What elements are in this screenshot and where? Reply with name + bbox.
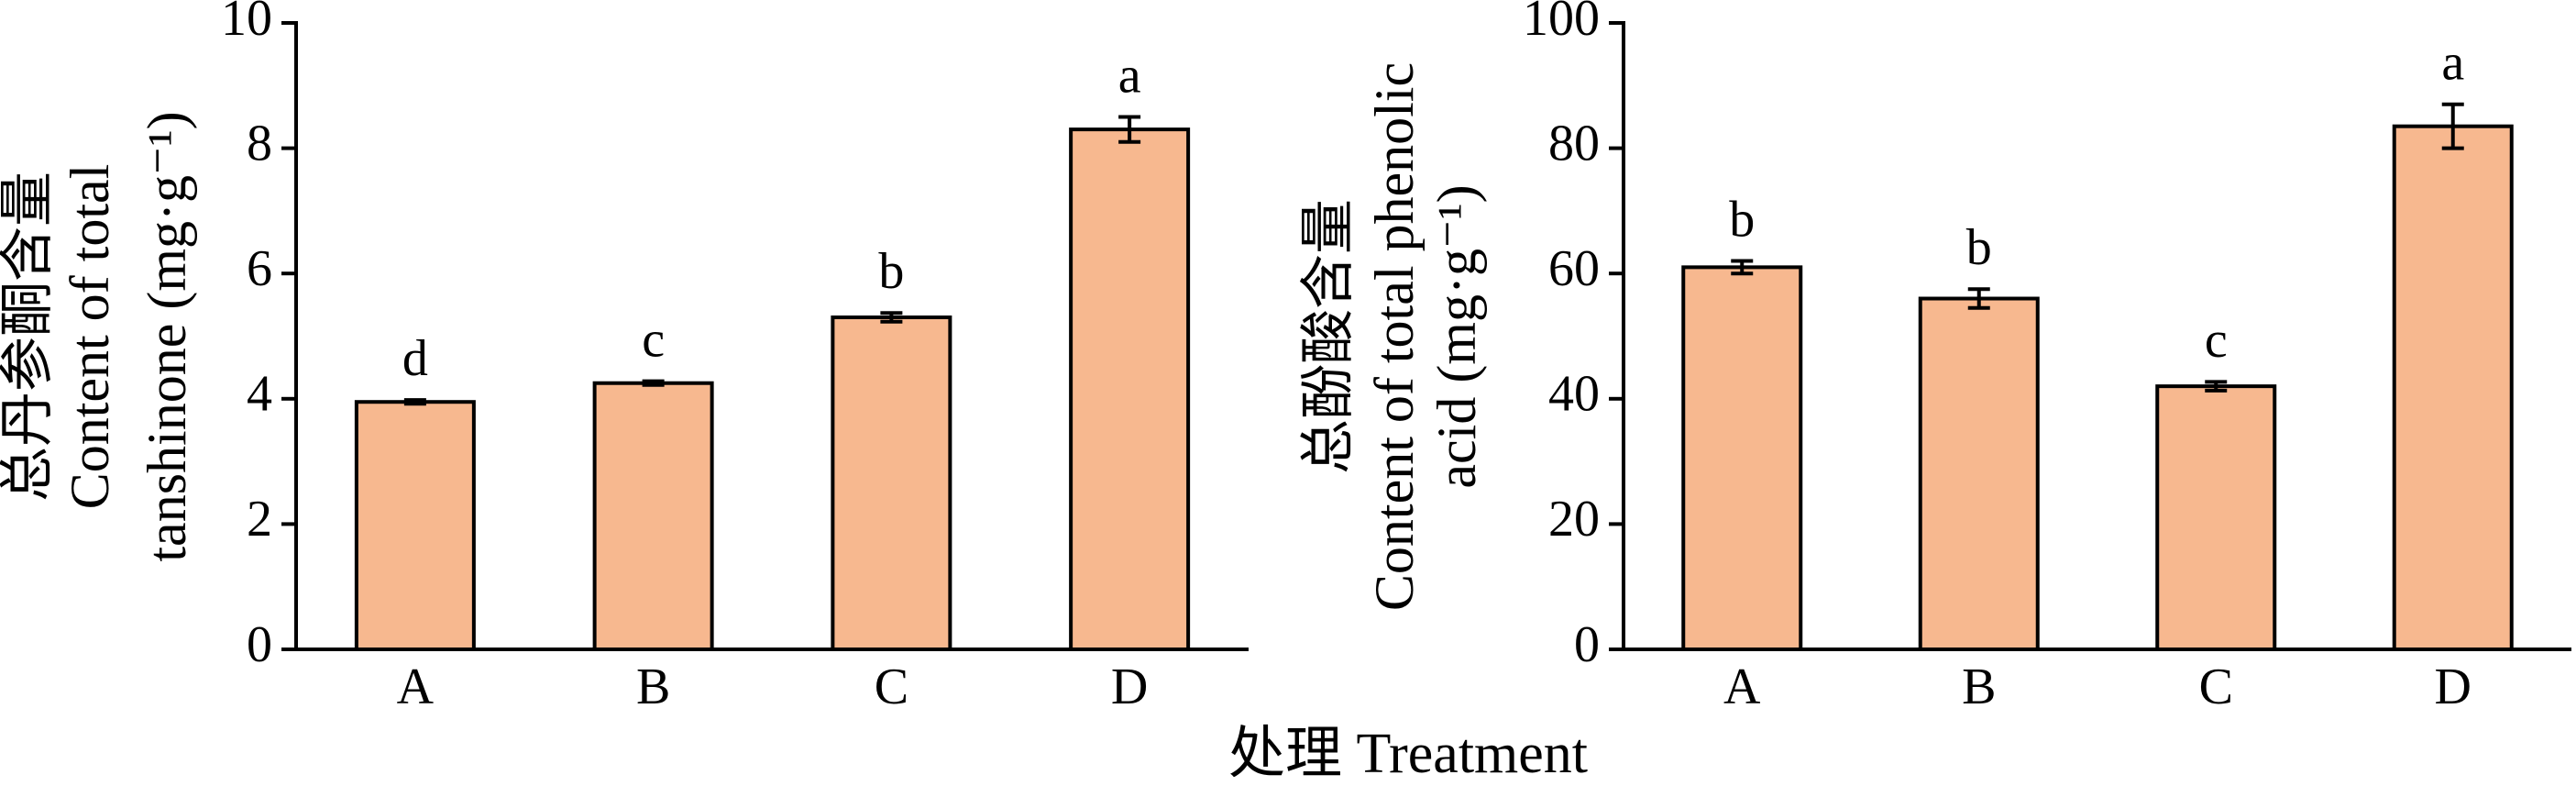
error-bar <box>1731 259 1754 276</box>
error-bar <box>642 379 665 387</box>
significance-letter: a <box>2441 35 2464 92</box>
x-tick-label: C <box>875 659 908 715</box>
significance-letter: b <box>878 243 904 300</box>
x-tick-label: B <box>1962 659 1996 715</box>
y-axis-title: acid (mg·g⁻¹) <box>1426 184 1487 488</box>
x-tick-label: D <box>1111 659 1148 715</box>
y-tick-label: 20 <box>1548 491 1600 548</box>
bar <box>831 316 952 651</box>
y-tick-label: 100 <box>1523 0 1600 47</box>
error-bar <box>403 398 426 406</box>
bar <box>1918 296 2040 651</box>
significance-letter: c <box>642 312 665 369</box>
y-tick-label: 0 <box>1574 616 1600 673</box>
error-bar <box>2441 102 2464 150</box>
y-tick-label: 8 <box>247 115 272 172</box>
x-tick-label: C <box>2199 659 2233 715</box>
y-tick-label: 6 <box>247 240 272 297</box>
significance-letter: a <box>1118 47 1141 104</box>
bar <box>1069 127 1191 652</box>
error-bar <box>1967 287 1990 310</box>
y-tick-label: 80 <box>1548 115 1600 172</box>
y-axis-title: Content of total phenolic <box>1364 62 1425 611</box>
bar <box>354 400 476 651</box>
y-axis-title: 总酚酸含量 <box>1298 199 1359 474</box>
y-tick-label: 60 <box>1548 240 1600 297</box>
significance-letter: c <box>2205 312 2228 369</box>
y-tick-label: 10 <box>221 0 272 47</box>
y-tick-label: 2 <box>247 491 272 548</box>
x-tick-label: B <box>636 659 670 715</box>
x-tick-label: A <box>397 659 435 715</box>
bar <box>1681 265 1803 651</box>
error-bar <box>2205 380 2228 393</box>
y-axis-title: tanshinone (mg·g⁻¹) <box>137 111 197 561</box>
x-tick-label: A <box>1723 659 1761 715</box>
significance-letter: b <box>1729 191 1755 248</box>
significance-letter: b <box>1966 219 1992 276</box>
error-bar <box>880 311 903 324</box>
y-tick-label: 4 <box>247 366 272 423</box>
y-tick-label: 40 <box>1548 366 1600 423</box>
significance-letter: d <box>402 330 428 387</box>
bar <box>2392 124 2514 651</box>
bar <box>2155 384 2277 651</box>
bar <box>592 381 714 651</box>
error-bar <box>1118 115 1141 144</box>
y-axis-title: 总丹参酮含量 <box>0 172 58 502</box>
y-axis-title: Content of total <box>60 164 120 510</box>
y-tick-label: 0 <box>247 616 272 673</box>
x-tick-label: D <box>2435 659 2471 715</box>
x-axis-title: 处理 Treatment <box>1228 723 1588 785</box>
